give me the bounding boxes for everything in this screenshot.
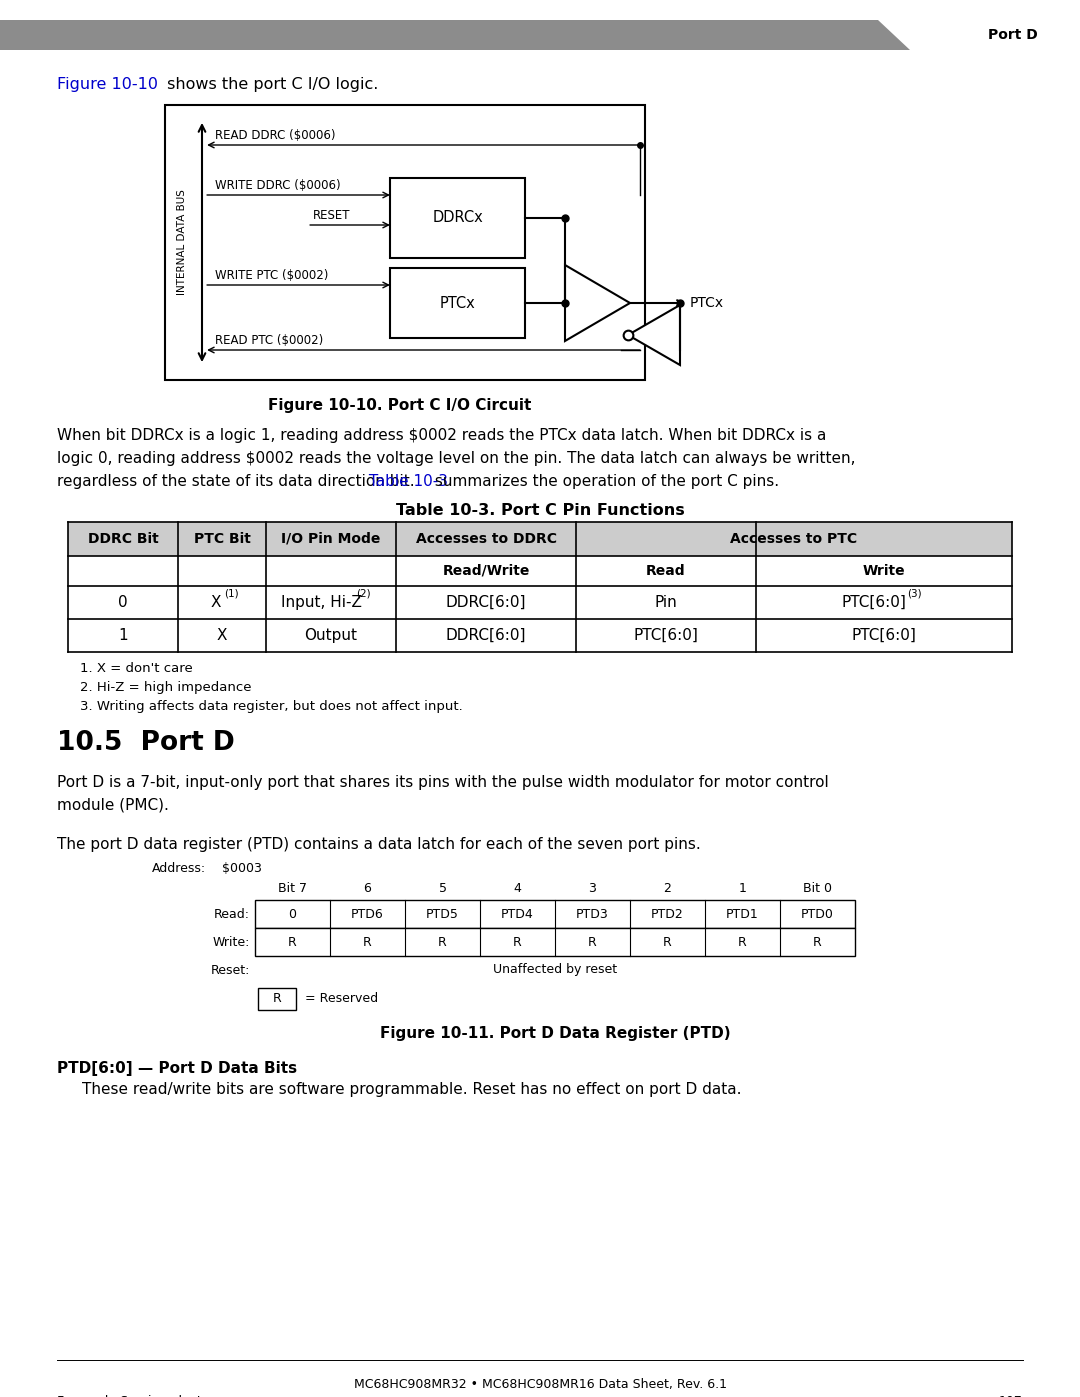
Text: Read:: Read: (214, 908, 249, 921)
Text: The port D data register (PTD) contains a data latch for each of the seven port : The port D data register (PTD) contains … (57, 837, 701, 852)
Text: Reset:: Reset: (211, 964, 249, 977)
Text: PTD2: PTD2 (651, 908, 684, 921)
Text: module (PMC).: module (PMC). (57, 798, 168, 813)
Text: R: R (738, 936, 747, 949)
Text: PTD6: PTD6 (351, 908, 383, 921)
Text: Port D is a 7-bit, input-only port that shares its pins with the pulse width mod: Port D is a 7-bit, input-only port that … (57, 775, 828, 789)
Text: PTD4: PTD4 (501, 908, 534, 921)
Text: 0: 0 (118, 595, 127, 610)
Text: Bit 7: Bit 7 (278, 882, 307, 895)
Text: INTERNAL DATA BUS: INTERNAL DATA BUS (177, 190, 187, 295)
Polygon shape (627, 305, 680, 365)
Text: 1: 1 (739, 882, 746, 895)
Text: I/O Pin Mode: I/O Pin Mode (281, 532, 380, 546)
Text: WRITE DDRC ($0006): WRITE DDRC ($0006) (215, 179, 340, 191)
Text: Output: Output (305, 629, 357, 643)
Text: READ DDRC ($0006): READ DDRC ($0006) (215, 129, 336, 142)
Text: Figure 10-11. Port D Data Register (PTD): Figure 10-11. Port D Data Register (PTD) (380, 1025, 730, 1041)
Text: These read/write bits are software programmable. Reset has no effect on port D d: These read/write bits are software progr… (82, 1083, 742, 1097)
Text: PTCx: PTCx (440, 296, 475, 310)
Text: PTC[6:0]: PTC[6:0] (841, 595, 906, 610)
Text: R: R (288, 936, 297, 949)
Polygon shape (0, 20, 910, 50)
Text: 2: 2 (663, 882, 672, 895)
Text: R: R (663, 936, 672, 949)
Bar (390, 177, 525, 258)
Text: Table 10-3: Table 10-3 (365, 474, 448, 489)
Text: PTC[6:0]: PTC[6:0] (851, 629, 917, 643)
Polygon shape (565, 265, 630, 341)
Text: DDRC[6:0]: DDRC[6:0] (446, 595, 526, 610)
Bar (258, 988, 296, 1010)
Text: Write:: Write: (213, 936, 249, 949)
Text: Port D: Port D (988, 28, 1038, 42)
Text: (3): (3) (907, 588, 921, 598)
Text: PTC Bit: PTC Bit (193, 532, 251, 546)
Text: PTD1: PTD1 (726, 908, 759, 921)
Text: 3. Writing affects data register, but does not affect input.: 3. Writing affects data register, but do… (80, 700, 462, 712)
Text: PTD[6:0] — Port D Data Bits: PTD[6:0] — Port D Data Bits (57, 1060, 297, 1076)
Bar (255, 928, 855, 956)
Text: When bit DDRCx is a logic 1, reading address $0002 reads the PTCx data latch. Wh: When bit DDRCx is a logic 1, reading add… (57, 427, 826, 443)
Text: X: X (217, 629, 227, 643)
Text: (1): (1) (224, 588, 239, 598)
Text: = Reserved: = Reserved (305, 992, 378, 1006)
Text: R: R (813, 936, 822, 949)
Text: Figure 10-10: Figure 10-10 (57, 77, 158, 92)
Bar (68, 522, 1012, 556)
Text: R: R (589, 936, 597, 949)
Text: Bit 0: Bit 0 (804, 882, 832, 895)
Text: R: R (272, 992, 282, 1006)
Text: Accesses to DDRC: Accesses to DDRC (416, 532, 556, 546)
Text: Table 10-3. Port C Pin Functions: Table 10-3. Port C Pin Functions (395, 503, 685, 518)
Text: PTC[6:0]: PTC[6:0] (634, 629, 699, 643)
Text: 0: 0 (288, 908, 297, 921)
Text: PTD5: PTD5 (427, 908, 459, 921)
Text: Read/Write: Read/Write (443, 564, 529, 578)
Text: R: R (513, 936, 522, 949)
Bar (165, 105, 645, 380)
Text: Input, Hi-Z: Input, Hi-Z (281, 595, 362, 610)
Text: $0003: $0003 (222, 862, 261, 875)
Text: X: X (211, 595, 221, 610)
Text: shows the port C I/O logic.: shows the port C I/O logic. (162, 77, 378, 92)
Text: PTD0: PTD0 (801, 908, 834, 921)
Text: RESET: RESET (313, 210, 351, 222)
Text: Freescale Semiconductor: Freescale Semiconductor (57, 1396, 215, 1397)
Text: summarizes the operation of the port C pins.: summarizes the operation of the port C p… (430, 474, 779, 489)
Text: Pin: Pin (654, 595, 677, 610)
Text: DDRC Bit: DDRC Bit (87, 532, 159, 546)
Text: Accesses to PTC: Accesses to PTC (730, 532, 858, 546)
Text: regardless of the state of its data direction bit.: regardless of the state of its data dire… (57, 474, 415, 489)
Text: MC68HC908MR32 • MC68HC908MR16 Data Sheet, Rev. 6.1: MC68HC908MR32 • MC68HC908MR16 Data Sheet… (353, 1377, 727, 1391)
Text: PTCx: PTCx (690, 296, 724, 310)
Text: R: R (438, 936, 447, 949)
Text: Write: Write (863, 564, 905, 578)
Text: WRITE PTC ($0002): WRITE PTC ($0002) (215, 270, 328, 282)
Text: Figure 10-10. Port C I/O Circuit: Figure 10-10. Port C I/O Circuit (268, 398, 531, 414)
Text: Address:: Address: (152, 862, 206, 875)
Text: 10.5  Port D: 10.5 Port D (57, 731, 234, 756)
Text: 5: 5 (438, 882, 446, 895)
Text: 6: 6 (364, 882, 372, 895)
Text: DDRC[6:0]: DDRC[6:0] (446, 629, 526, 643)
Text: 1: 1 (118, 629, 127, 643)
Text: R: R (363, 936, 372, 949)
Text: READ PTC ($0002): READ PTC ($0002) (215, 334, 323, 346)
Bar (390, 268, 525, 338)
Text: Unaffected by reset: Unaffected by reset (492, 964, 617, 977)
Text: 107: 107 (999, 1396, 1023, 1397)
Text: 4: 4 (514, 882, 522, 895)
Bar (255, 900, 855, 928)
Text: 2. Hi-Z = high impedance: 2. Hi-Z = high impedance (80, 680, 252, 694)
Text: DDRCx: DDRCx (432, 211, 483, 225)
Text: 1. X = don't care: 1. X = don't care (80, 662, 192, 675)
Text: (2): (2) (355, 588, 370, 598)
Text: PTD3: PTD3 (576, 908, 609, 921)
Text: logic 0, reading address $0002 reads the voltage level on the pin. The data latc: logic 0, reading address $0002 reads the… (57, 451, 855, 467)
Text: Read: Read (646, 564, 686, 578)
Text: 3: 3 (589, 882, 596, 895)
